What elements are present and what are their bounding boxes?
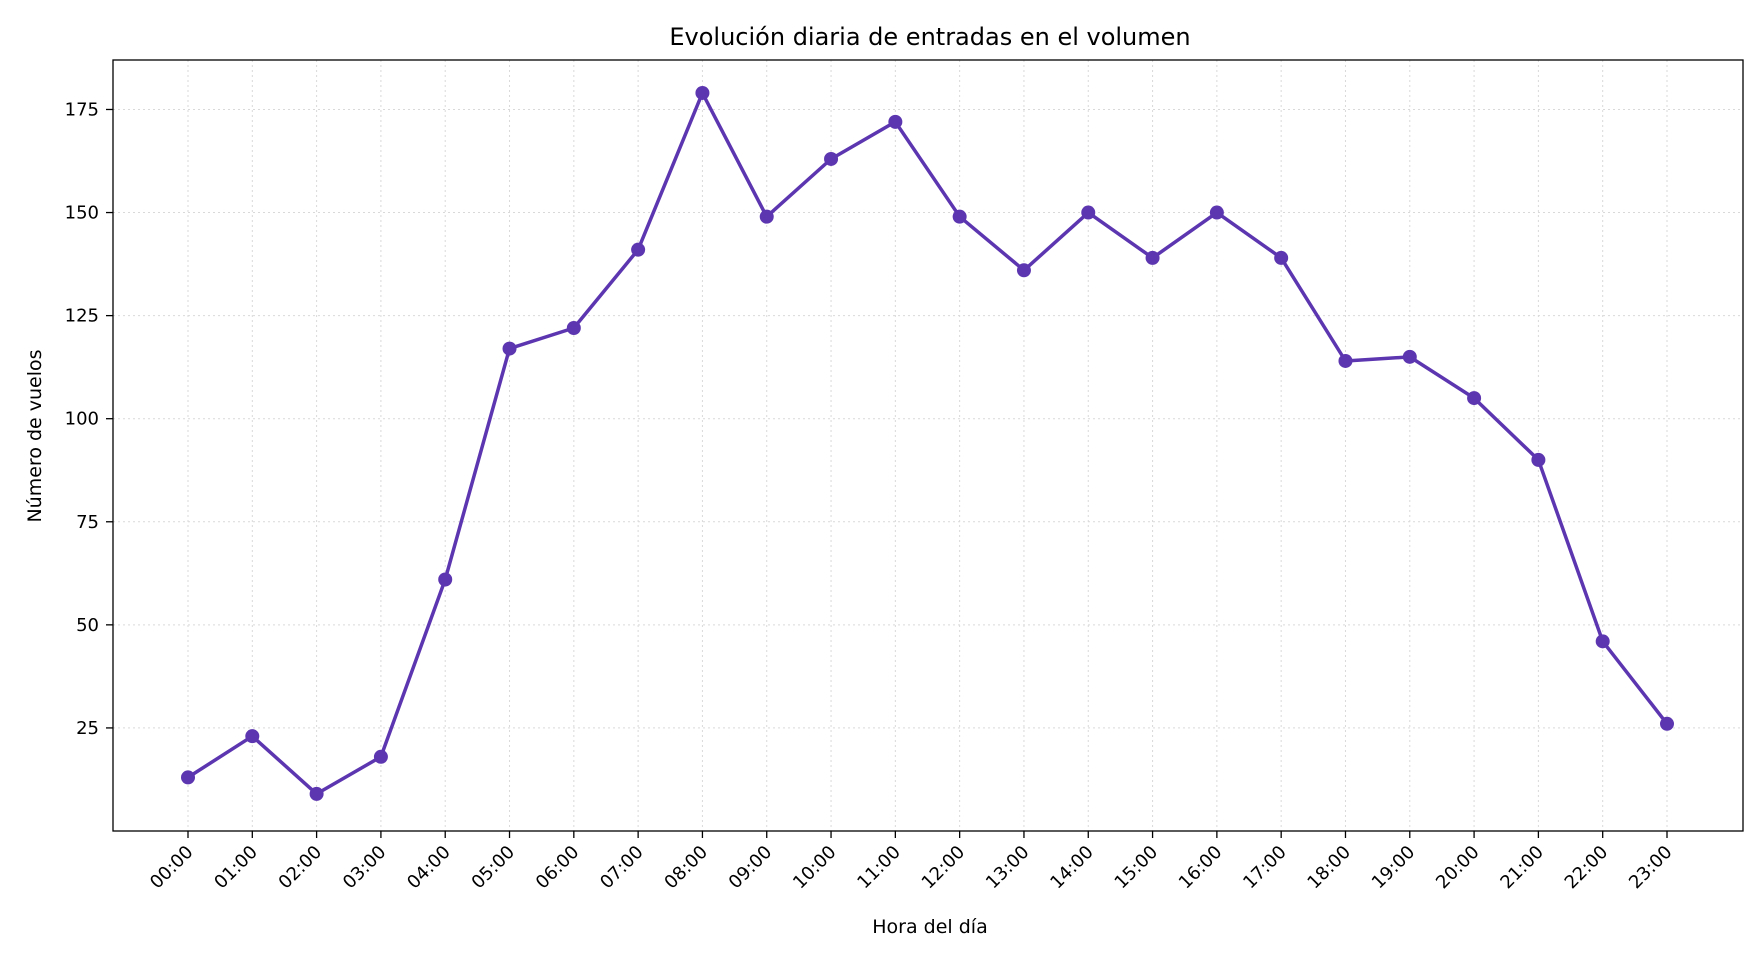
x-tick-label: 09:00	[725, 842, 777, 894]
x-tick-label: 10:00	[789, 842, 841, 894]
y-tick-label: 75	[76, 512, 99, 533]
x-tick-label: 04:00	[403, 842, 455, 894]
x-tick-label: 07:00	[596, 842, 648, 894]
x-tick-label: 18:00	[1303, 842, 1355, 894]
x-tick-label: 12:00	[918, 842, 970, 894]
data-point	[1338, 353, 1353, 368]
x-tick-label: 01:00	[210, 842, 262, 894]
x-tick-label: 22:00	[1561, 842, 1613, 894]
data-point	[695, 85, 710, 100]
y-axis: 25 50 75 100 125 150 175	[65, 99, 113, 739]
series	[181, 85, 1674, 801]
x-tick-label: 02:00	[275, 842, 327, 894]
data-point	[245, 729, 260, 744]
data-point	[1595, 634, 1610, 649]
data-point	[1531, 452, 1546, 467]
data-point	[438, 572, 453, 587]
y-tick-label: 150	[65, 203, 99, 224]
data-point	[502, 341, 517, 356]
data-point	[1209, 205, 1224, 220]
data-point	[181, 770, 195, 785]
y-tick-label: 125	[65, 306, 99, 327]
y-tick-label: 175	[65, 99, 99, 120]
data-point	[1274, 250, 1289, 265]
data-point	[1402, 349, 1417, 364]
data-point	[824, 151, 839, 166]
data-point	[566, 320, 581, 335]
x-tick-label: 05:00	[468, 842, 520, 894]
data-point	[631, 242, 646, 257]
x-axis: 00:00 01:00 02:00 03:00 04:00 05:00 06:00 07:00…	[146, 831, 1677, 893]
data-point	[1467, 391, 1482, 406]
x-tick-label: 23:00	[1625, 842, 1677, 894]
x-tick-label: 13:00	[982, 842, 1034, 894]
data-point	[952, 209, 967, 224]
plot-frame	[112, 59, 1744, 832]
data-point	[1081, 205, 1096, 220]
x-axis-label: Hora del día	[872, 916, 987, 938]
data-point	[759, 209, 774, 224]
chart-title: Evolución diaria de entradas en el volum…	[669, 23, 1190, 51]
x-tick-label: 14:00	[1046, 842, 1098, 894]
x-tick-label: 21:00	[1496, 842, 1548, 894]
x-tick-label: 17:00	[1239, 842, 1291, 894]
x-tick-label: 00:00	[146, 842, 198, 894]
x-tick-label: 16:00	[1175, 842, 1227, 894]
data-point	[309, 786, 324, 801]
data-point	[1016, 263, 1031, 278]
x-tick-label: 06:00	[532, 842, 584, 894]
data-point	[1660, 716, 1674, 731]
data-point	[888, 114, 903, 129]
y-tick-label: 100	[65, 409, 99, 430]
x-tick-label: 20:00	[1432, 842, 1484, 894]
x-tick-label: 03:00	[339, 842, 391, 894]
x-tick-label: 15:00	[1111, 842, 1163, 894]
x-tick-label: 08:00	[660, 842, 712, 894]
data-point	[1145, 250, 1160, 265]
data-point	[373, 749, 388, 764]
grid	[113, 60, 1743, 831]
x-tick-label: 19:00	[1368, 842, 1420, 894]
y-tick-label: 25	[76, 718, 99, 739]
y-tick-label: 50	[76, 615, 99, 636]
y-axis-label: Número de vuelos	[24, 349, 46, 522]
x-tick-label: 11:00	[853, 842, 905, 894]
series-line	[186, 91, 1669, 796]
